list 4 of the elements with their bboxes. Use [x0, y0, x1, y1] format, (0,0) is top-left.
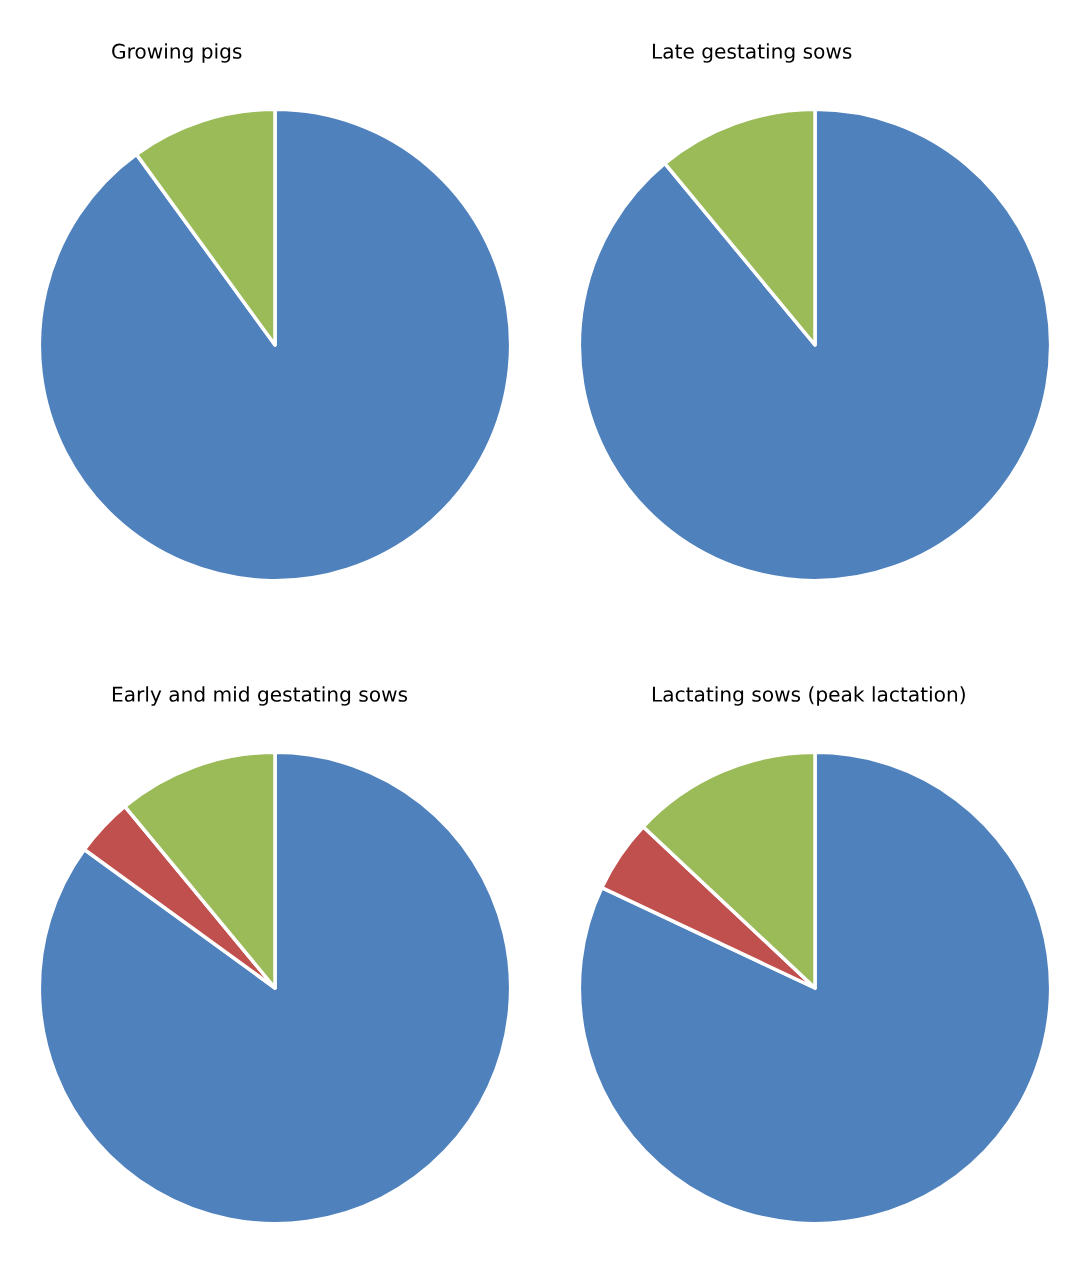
chart-title: Growing pigs [112, 43, 242, 63]
chart-title: Lactating sows (peak lactation) [652, 686, 965, 706]
chart-title: Early and mid gestating sows [112, 686, 408, 706]
chart-title: Late gestating sows [652, 43, 852, 63]
